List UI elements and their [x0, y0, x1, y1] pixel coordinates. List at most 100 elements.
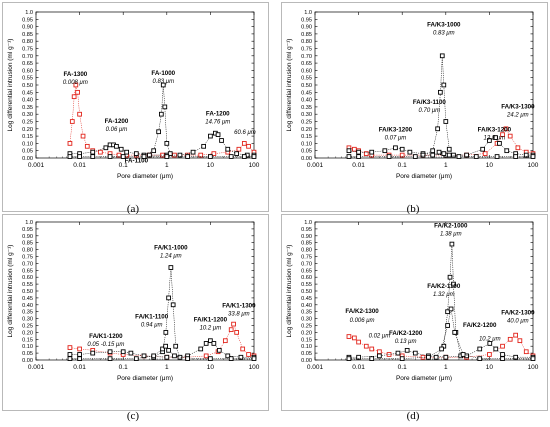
data-point: [487, 138, 492, 143]
data-point: [477, 356, 483, 361]
x-axis-label: Pore diameter (μm): [396, 375, 452, 382]
y-tick-label: 0.80: [22, 248, 33, 254]
data-point: [369, 149, 375, 155]
y-tick-label: 0.35: [301, 310, 312, 316]
data-point: [190, 149, 196, 155]
data-point: [246, 143, 251, 149]
y-tick-label: 0.10: [22, 141, 33, 147]
data-point: [251, 154, 257, 159]
data-point: [464, 152, 469, 158]
y-tick-label: 0.70: [301, 261, 312, 267]
data-point: [166, 295, 171, 301]
y-tick-label: 0.80: [301, 248, 312, 254]
y-tick-label: 0.15: [301, 337, 312, 343]
data-point: [164, 354, 170, 360]
y-tick-label: 0.45: [301, 296, 312, 302]
y-tick-label: 1.0: [304, 10, 312, 16]
data-point: [77, 352, 82, 357]
y-tick-label: 0.65: [301, 268, 312, 274]
annotation-value: 10.2 μm: [200, 325, 222, 331]
data-point: [120, 349, 126, 355]
y-tick-label: 0.95: [301, 227, 312, 233]
data-point: [404, 347, 410, 353]
data-point: [346, 356, 352, 361]
plot-frame: [35, 221, 255, 361]
annotation-value: 33.8 μm: [228, 312, 250, 318]
y-tick-label: 0.85: [22, 32, 33, 38]
data-point: [441, 82, 447, 88]
data-point: [151, 353, 157, 359]
annotation-value: 0.13 μm: [395, 339, 417, 345]
y-axis-label: Log differential intrusion (ml g⁻¹): [286, 245, 293, 338]
x-tick-label: 10: [207, 364, 215, 371]
y-tick-label: 0.75: [301, 47, 312, 53]
data-point: [128, 350, 134, 356]
x-tick-label: 10: [486, 162, 494, 169]
data-point: [107, 349, 113, 355]
data-point: [177, 354, 183, 360]
annotation-label: FA/K3-1000: [427, 22, 461, 29]
data-point: [363, 343, 369, 349]
data-point: [504, 148, 510, 154]
annotation-label: FA/K1-1100: [135, 314, 169, 321]
data-point: [251, 356, 257, 361]
annotation-label: FA/K3-1300: [501, 103, 535, 110]
panel-c-chart: 0.000.050.100.150.200.250.300.350.400.45…: [7, 220, 260, 382]
data-point: [356, 339, 361, 345]
y-tick-label: 0.55: [22, 76, 33, 82]
data-point: [228, 356, 234, 361]
data-point: [369, 356, 375, 361]
annotation-value: 0.06 μm: [106, 127, 128, 133]
data-point: [185, 356, 190, 361]
y-tick-label: 0.85: [301, 32, 312, 38]
data-point: [451, 281, 456, 287]
annotation-value: 40.0 μm: [507, 318, 529, 324]
data-point: [77, 111, 82, 117]
annotation-label: FA/K2-1200: [463, 322, 497, 329]
annotation-value: 1.38 μm: [440, 232, 462, 238]
data-point: [530, 154, 536, 159]
annotation-label: FA/K3-1100: [413, 99, 447, 106]
data-point: [98, 149, 103, 155]
y-tick-label: 0.55: [22, 282, 33, 288]
data-point: [215, 132, 221, 137]
data-point: [443, 354, 449, 360]
annotation-label: FA-1000: [151, 70, 175, 77]
y-tick-label: 0.35: [22, 310, 33, 316]
y-tick-label: 0.90: [22, 25, 33, 31]
y-tick-label: 0.75: [301, 255, 312, 261]
y-tick-label: 1.0: [25, 220, 33, 226]
data-point: [412, 350, 418, 356]
y-tick-label: 0.80: [301, 39, 312, 45]
panel-d-frame: [281, 214, 548, 411]
data-point: [84, 143, 90, 149]
data-point: [225, 146, 231, 152]
y-tick-label: 0.65: [22, 268, 33, 274]
data-point: [71, 94, 77, 100]
panel-d-caption: (d): [406, 410, 420, 422]
x-tick-label: 0.1: [119, 162, 128, 169]
annotation-label: FA/K2-1100: [427, 283, 461, 290]
data-point: [448, 306, 454, 312]
y-tick-label: 0.20: [22, 127, 33, 133]
y-tick-label: 0.70: [22, 54, 33, 60]
data-point: [473, 154, 479, 159]
y-tick-label: 0.30: [22, 317, 33, 323]
data-point: [352, 335, 357, 341]
data-point: [439, 53, 445, 59]
y-tick-label: 0.50: [22, 289, 33, 295]
annotation-label: FA-1300: [64, 71, 88, 78]
data-point: [203, 341, 209, 346]
data-point: [480, 146, 485, 152]
data-point: [507, 336, 513, 342]
data-point: [77, 346, 82, 352]
y-tick-label: 0.35: [301, 105, 312, 111]
panel-a-frame: [2, 2, 269, 212]
y-tick-label: 1.0: [25, 10, 33, 16]
panel-c-frame: [2, 214, 269, 411]
data-point: [67, 352, 73, 357]
annotation-value: 0.83 μm: [433, 31, 455, 37]
x-axis-label: Pore diameter (μm): [117, 173, 173, 180]
data-point: [507, 133, 513, 139]
data-point: [430, 152, 436, 158]
